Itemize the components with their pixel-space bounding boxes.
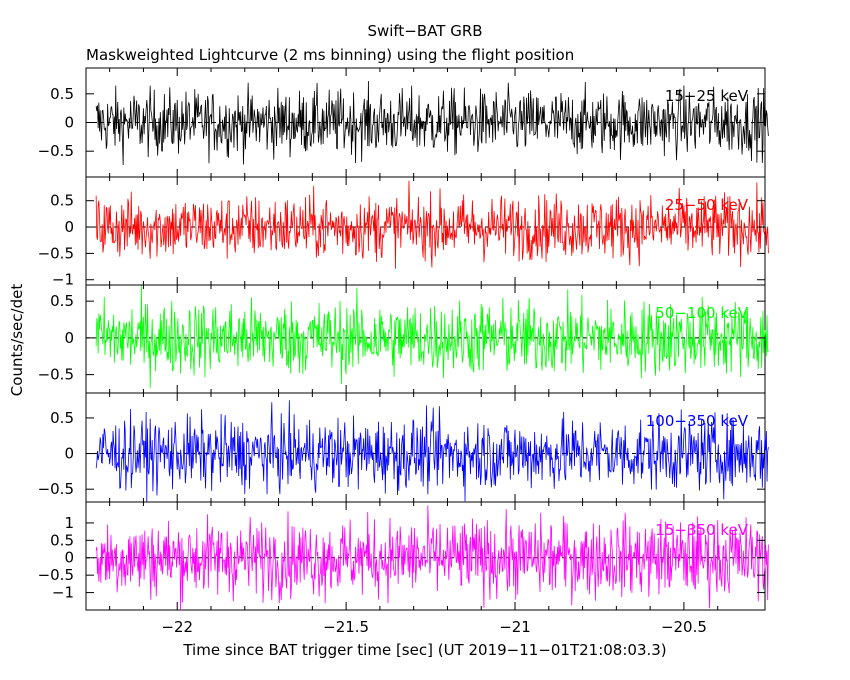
series-trace [95,180,769,269]
y-axis-label: Counts/sec/det [8,284,26,397]
panel-energy-label: 15−25 keV [665,87,749,105]
panel-5: 10.50−0.5−1 15−350 keV [38,501,769,611]
panel-4: 0.5 0 −0.5 100−350 keV [38,392,769,503]
panel-3: 0.5 0 −0.5 50−100 keV [38,284,769,394]
y-tick-label: 0 [64,549,74,567]
panel-1: 0.5 0 −0.5 15−25 keV [38,67,769,178]
y-tick-label: 0.5 [50,85,74,103]
series-trace [95,400,769,503]
y-tick-label: 0 [64,114,74,132]
y-tick-label: 0.5 [50,531,74,549]
series-trace [95,80,769,166]
y-tick-label: 0 [64,445,74,463]
series-trace [95,285,769,388]
x-axis-label: Time since BAT trigger time [sec] (UT 20… [182,641,666,659]
y-tick-label: 0.5 [50,192,74,210]
y-tick-label: 0.5 [50,292,74,310]
x-tick-label: −22 [161,618,193,636]
y-tick-label: −0.5 [38,244,74,262]
x-tick-label: −21.5 [323,618,369,636]
x-tick-label: −20.5 [661,618,707,636]
panel-energy-label: 100−350 keV [646,412,749,430]
chart-title: Swift−BAT GRB [367,22,482,40]
y-tick-label: 0.5 [50,409,74,427]
y-tick-label: 0 [64,218,74,236]
y-tick-label: 0 [64,329,74,347]
y-tick-label: −1 [52,271,74,289]
x-axis: −22 −21.5 −21 −20.5 [161,618,707,636]
panel-2: 0.5 0 −0.5 −1 25−50 keV [38,176,769,289]
y-tick-label: −0.5 [38,366,74,384]
panel-energy-label: 15−350 keV [655,521,748,539]
x-tick-label: −21 [499,618,531,636]
series-trace [95,505,769,611]
y-tick-label: 1 [64,514,74,532]
panel-energy-label: 25−50 keV [665,196,749,214]
y-tick-label: −1 [52,584,74,602]
y-tick-label: −0.5 [38,142,74,160]
y-tick-label: −0.5 [38,480,74,498]
panel-energy-label: 50−100 keV [655,304,748,322]
chart-subtitle: Maskweighted Lightcurve (2 ms binning) u… [86,46,574,64]
y-tick-label: −0.5 [38,566,74,584]
